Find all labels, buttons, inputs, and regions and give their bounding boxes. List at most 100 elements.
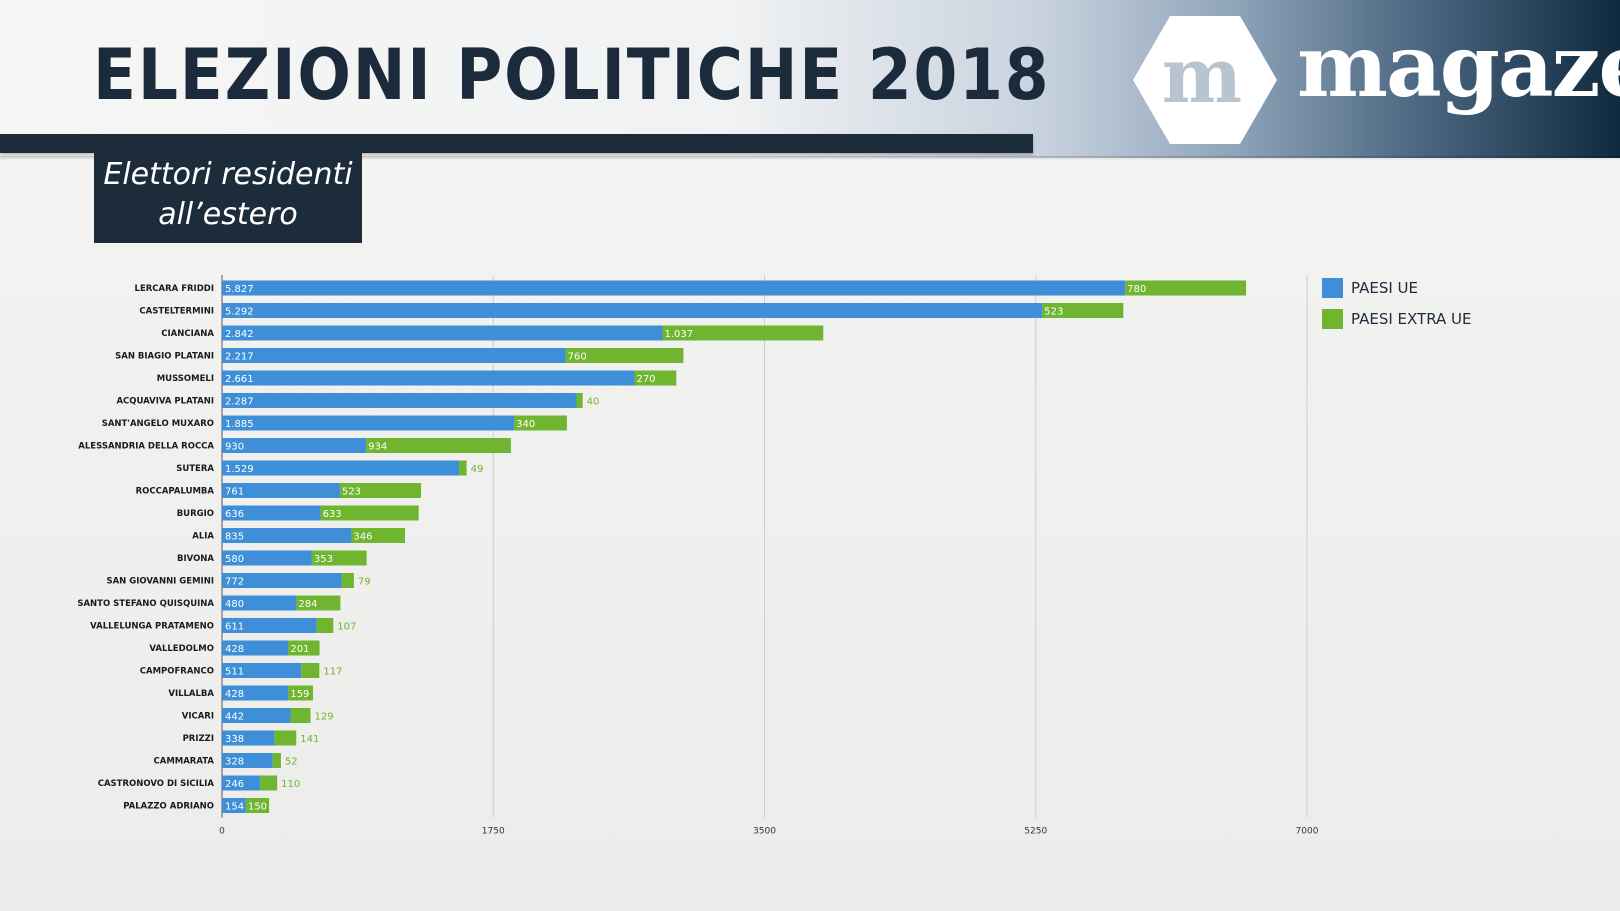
x-tick-label: 5250 (1024, 827, 1047, 837)
category-label: CASTRONOVO DI SICILIA (98, 779, 215, 789)
bar-paesi-ue (222, 280, 1126, 296)
bar-paesi-extra-ue (1042, 303, 1124, 318)
data-label-paesi-ue: 2.661 (225, 374, 254, 385)
legend-label-paesi-extra-ue: PAESI EXTRA UE (1351, 310, 1472, 328)
data-label-paesi-ue: 1.885 (225, 419, 254, 430)
x-tick-label: 0 (219, 827, 225, 837)
bar-paesi-ue (222, 483, 340, 498)
data-label-paesi-ue: 772 (225, 577, 244, 588)
category-label: CAMPOFRANCO (140, 667, 214, 677)
data-label-paesi-ue: 636 (225, 509, 244, 520)
bar-paesi-extra-ue (662, 325, 824, 341)
data-label-paesi-ue: 480 (225, 599, 244, 610)
category-label: VALLEDOLMO (149, 644, 214, 654)
bar-paesi-extra-ue (301, 663, 320, 678)
bar-paesi-ue (222, 753, 273, 768)
brand-name: magaze (1297, 16, 1620, 117)
data-label-paesi-ue: 611 (225, 622, 244, 633)
data-label-paesi-ue: 5.292 (225, 307, 254, 318)
data-label-paesi-extra-ue: 1.037 (665, 329, 694, 340)
data-label-paesi-extra-ue: 201 (290, 644, 309, 655)
subtitle-box: Elettori residenti all’estero (94, 150, 362, 243)
data-label-paesi-extra-ue: 934 (368, 442, 387, 453)
bar-paesi-ue (222, 348, 566, 363)
category-label: SUTERA (176, 464, 214, 474)
bar-paesi-extra-ue (296, 595, 341, 611)
bar-paesi-extra-ue (311, 550, 367, 566)
legend-label-paesi-ue: PAESI UE (1351, 279, 1418, 297)
bar-paesi-extra-ue (288, 640, 320, 656)
bar-paesi-ue (222, 370, 635, 386)
category-label: CIANCIANA (161, 329, 214, 339)
bar-paesi-ue (222, 573, 342, 588)
data-label-paesi-ue: 328 (225, 757, 244, 768)
data-label-paesi-extra-ue: 284 (298, 599, 317, 610)
data-label-paesi-extra-ue: 52 (285, 757, 298, 768)
data-label-paesi-extra-ue: 107 (337, 622, 356, 633)
data-label-paesi-ue: 761 (225, 487, 244, 498)
category-label: VILLALBA (168, 689, 214, 699)
bar-paesi-extra-ue (514, 415, 567, 431)
header-shadow (0, 156, 1620, 160)
category-label: ACQUAVIVA PLATANI (116, 397, 214, 407)
category-label: SAN BIAGIO PLATANI (115, 352, 214, 362)
category-label: BIVONA (177, 554, 214, 564)
data-label-paesi-extra-ue: 760 (568, 352, 587, 363)
x-tick-label: 3500 (753, 827, 776, 837)
data-label-paesi-extra-ue: 633 (323, 509, 342, 520)
x-tick-label: 7000 (1296, 827, 1319, 837)
bar-paesi-extra-ue (1125, 280, 1247, 296)
data-label-paesi-extra-ue: 159 (290, 689, 309, 700)
data-label-paesi-extra-ue: 780 (1127, 284, 1146, 295)
category-label: PRIZZI (183, 734, 214, 744)
bar-paesi-extra-ue (339, 483, 422, 498)
bar-paesi-ue (222, 438, 367, 453)
data-label-paesi-extra-ue: 40 (587, 397, 600, 408)
bar-paesi-ue (222, 685, 289, 701)
data-label-paesi-extra-ue: 353 (314, 554, 333, 565)
bar-paesi-extra-ue (316, 618, 334, 633)
magaze-logo-icon: m (1133, 16, 1277, 144)
data-label-paesi-ue: 246 (225, 779, 244, 790)
bar-paesi-ue (222, 640, 289, 656)
bar-paesi-extra-ue (576, 393, 583, 408)
data-label-paesi-ue: 2.287 (225, 397, 254, 408)
bar-paesi-ue (222, 708, 291, 723)
bar-paesi-ue (222, 460, 459, 476)
bar-paesi-extra-ue (341, 573, 354, 588)
bar-paesi-ue (222, 393, 577, 408)
data-label-paesi-extra-ue: 150 (248, 802, 267, 813)
data-label-paesi-ue: 2.217 (225, 352, 254, 363)
bar-paesi-extra-ue (245, 798, 270, 813)
bar-paesi-ue (222, 550, 312, 566)
category-label: ALIA (192, 532, 214, 542)
data-label-paesi-ue: 1.529 (225, 464, 254, 475)
bar-paesi-ue (222, 303, 1043, 318)
legend-swatch-paesi-extra-ue (1322, 309, 1343, 329)
bar-paesi-ue (222, 730, 275, 746)
bar-paesi-extra-ue (290, 708, 311, 723)
bar-paesi-extra-ue (260, 775, 278, 791)
logo-letter: m (1162, 31, 1242, 120)
data-label-paesi-extra-ue: 523 (1044, 307, 1063, 318)
bar-paesi-extra-ue (320, 505, 419, 521)
data-label-paesi-extra-ue: 110 (281, 779, 300, 790)
header-band (0, 0, 1620, 158)
data-label-paesi-ue: 338 (225, 734, 244, 745)
title-underline-bar (0, 134, 1033, 153)
chart-legend: PAESI UE PAESI EXTRA UE (1322, 278, 1472, 340)
bar-paesi-ue (222, 505, 321, 521)
bar-paesi-extra-ue (274, 730, 297, 746)
category-label: ALESSANDRIA DELLA ROCCA (78, 442, 214, 452)
category-label: CASTELTERMINI (139, 307, 214, 317)
bar-paesi-extra-ue (272, 753, 281, 768)
legend-swatch-paesi-ue (1322, 278, 1343, 298)
data-label-paesi-ue: 154 (225, 802, 244, 813)
data-label-paesi-extra-ue: 49 (471, 464, 484, 475)
category-label: SAN GIOVANNI GEMINI (106, 577, 214, 587)
bar-paesi-extra-ue (288, 685, 313, 701)
data-label-paesi-extra-ue: 523 (342, 487, 361, 498)
data-label-paesi-extra-ue: 340 (516, 419, 535, 430)
data-label-paesi-ue: 580 (225, 554, 244, 565)
